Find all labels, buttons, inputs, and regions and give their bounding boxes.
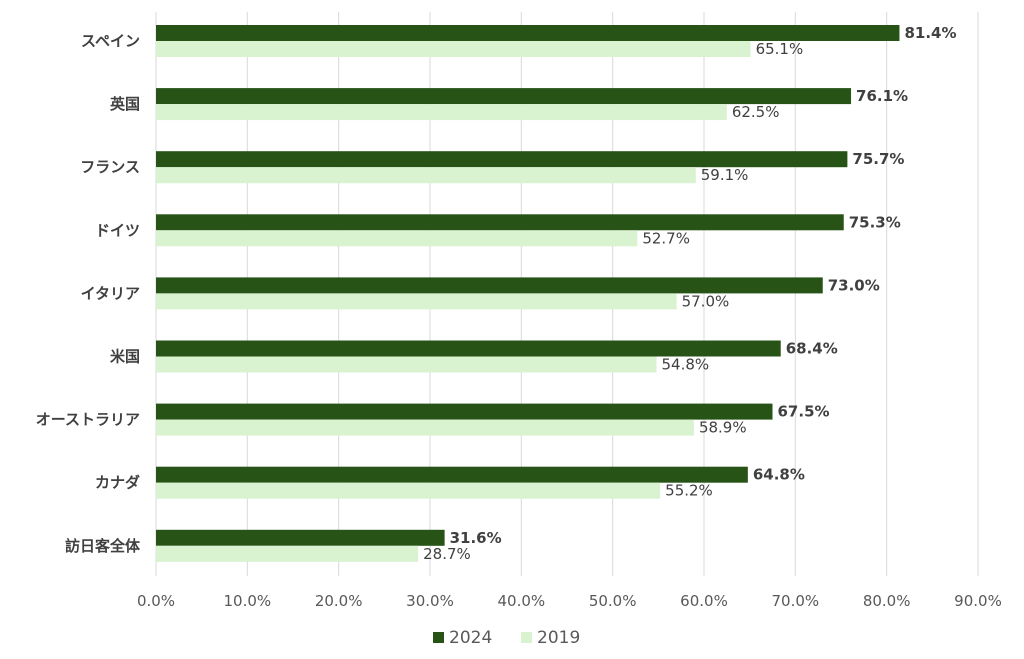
bar-2019 <box>156 545 419 562</box>
legend-label-2024: 2024 <box>449 628 492 648</box>
bar-2024 <box>156 277 823 294</box>
data-label-2019: 54.8% <box>662 356 710 374</box>
data-label-2019: 55.2% <box>665 482 713 500</box>
data-label-2019: 57.0% <box>682 292 730 310</box>
x-tick-label: 50.0% <box>589 592 637 610</box>
data-label-2024: 76.1% <box>856 87 908 105</box>
data-label-2019: 28.7% <box>423 545 471 563</box>
data-label-2024: 73.0% <box>828 276 880 294</box>
category-label: カナダ <box>95 474 140 492</box>
bar-2024 <box>156 214 844 231</box>
x-tick-label: 10.0% <box>224 592 272 610</box>
legend: 2024 2019 <box>433 628 580 648</box>
category-label: スペイン <box>81 32 140 50</box>
category-label: イタリア <box>81 284 140 302</box>
bar-2019 <box>156 419 694 436</box>
category-label: 英国 <box>110 95 140 113</box>
x-tick-label: 80.0% <box>863 592 911 610</box>
bar-2019 <box>156 482 661 499</box>
x-tick-label: 30.0% <box>406 592 454 610</box>
data-label-2024: 75.3% <box>849 213 901 231</box>
category-label: 訪日客全体 <box>65 537 141 555</box>
data-label-2024: 31.6% <box>450 529 502 547</box>
x-axis-ticks: 0.0% 10.0% 20.0% 30.0% 40.0% 50.0% 60.0% 70.0% 8… <box>137 592 1002 610</box>
bar-2024 <box>156 529 445 546</box>
bar-2024 <box>156 403 773 420</box>
data-label-2024: 67.5% <box>778 403 830 421</box>
category-label: オーストラリア <box>36 411 140 429</box>
category-label: ドイツ <box>95 221 140 239</box>
bar-2024 <box>156 151 848 168</box>
x-tick-label: 90.0% <box>954 592 1002 610</box>
category-label: フランス <box>80 158 140 176</box>
legend-label-2019: 2019 <box>537 628 580 648</box>
data-label-2019: 58.9% <box>699 419 747 437</box>
bar-2019 <box>156 293 677 310</box>
x-tick-label: 0.0% <box>137 592 175 610</box>
bar-2024 <box>156 88 852 105</box>
bar-2024 <box>156 25 900 41</box>
category-label: 米国 <box>110 348 140 366</box>
bar-2019 <box>156 104 727 121</box>
bars <box>156 25 900 562</box>
data-label-2024: 68.4% <box>786 340 838 358</box>
bar-2019 <box>156 356 657 373</box>
data-label-2024: 75.7% <box>852 150 904 168</box>
data-label-2024: 81.4% <box>904 24 956 42</box>
data-label-2019: 62.5% <box>732 103 780 121</box>
data-label-2019: 52.7% <box>642 229 690 247</box>
bar-2019 <box>156 230 638 247</box>
bar-2019 <box>156 167 696 184</box>
data-label-2019: 59.1% <box>701 166 749 184</box>
x-tick-label: 20.0% <box>315 592 363 610</box>
value-labels: 81.4% 65.1% 76.1% 62.5% 75.7% 59.1% 75.3% 52.7%… <box>423 24 956 563</box>
data-label-2019: 65.1% <box>756 40 804 58</box>
bar-2024 <box>156 466 748 483</box>
x-tick-label: 70.0% <box>772 592 820 610</box>
x-tick-label: 60.0% <box>680 592 728 610</box>
legend-swatch-2019 <box>521 632 532 643</box>
bar-2024 <box>156 340 781 357</box>
legend-swatch-2024 <box>433 632 444 643</box>
bar-2019 <box>156 41 751 57</box>
x-tick-label: 40.0% <box>498 592 546 610</box>
data-label-2024: 64.8% <box>753 466 805 484</box>
